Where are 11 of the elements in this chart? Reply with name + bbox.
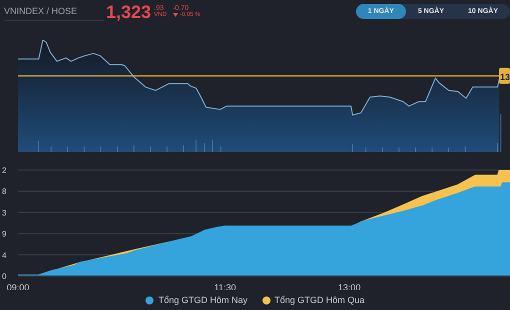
legend-label: Tổng GTGD Hôm Nay [158,295,248,305]
annotation: 13 [500,72,510,82]
legend-label: Tổng GTGD Hôm Qua [274,295,365,305]
text: 1,323 [106,2,152,23]
text: 3 [2,208,7,218]
text: 4 [2,250,7,260]
text: 8 [2,187,7,196]
chart-title: VNINDEX / HOSE [4,6,78,16]
text: 9 [2,230,7,239]
text: 2 [2,166,7,175]
text: 0 [2,272,7,281]
